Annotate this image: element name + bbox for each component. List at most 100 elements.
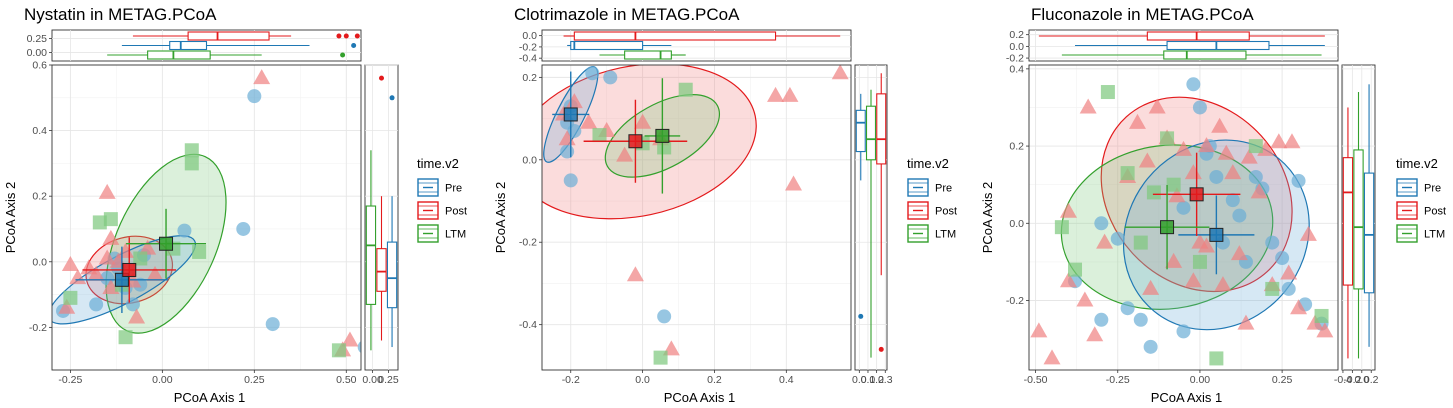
ltm-point bbox=[1209, 351, 1224, 366]
top-tick-label: -0.2 bbox=[519, 41, 537, 53]
x-tick-label: 0.50 bbox=[336, 374, 357, 386]
post-point bbox=[1250, 183, 1268, 199]
chart-title: Nystatin in METAG.PCoA bbox=[24, 5, 217, 24]
pre-top-box bbox=[169, 40, 208, 51]
post-point bbox=[1184, 164, 1202, 180]
post-point bbox=[785, 175, 803, 191]
plot-area bbox=[1029, 65, 1338, 370]
pre-centroid bbox=[1209, 227, 1224, 242]
plot-border bbox=[541, 64, 852, 371]
post-top-box bbox=[1146, 31, 1250, 41]
y-tick-label: -0.2 bbox=[29, 322, 47, 334]
nystatin-panel: Nystatin in METAG.PCoA -0.25 0.00 0.25 0.50… bbox=[3, 5, 467, 405]
y-tick-label: 0.2 bbox=[32, 191, 47, 203]
ltm-point bbox=[1068, 262, 1083, 277]
post-right-outlier bbox=[878, 346, 884, 352]
pre-point bbox=[1176, 200, 1191, 215]
pre-point bbox=[1192, 100, 1207, 115]
post-top-outlier bbox=[354, 33, 360, 39]
y-tick-label: 0.2 bbox=[522, 72, 537, 84]
post-point bbox=[831, 65, 849, 80]
legend-label-post: Post bbox=[1424, 206, 1446, 218]
pre-point bbox=[1094, 216, 1109, 231]
legend-label-pre: Pre bbox=[1424, 183, 1441, 195]
plot-border bbox=[1028, 64, 1339, 371]
post-point bbox=[1270, 133, 1288, 149]
pre-point bbox=[657, 309, 672, 324]
x-axis-title: PCoA Axis 1 bbox=[1151, 390, 1223, 405]
post-point bbox=[253, 69, 271, 85]
ltm-right-box bbox=[365, 205, 377, 305]
pre-top-box bbox=[570, 40, 644, 51]
post-point bbox=[1165, 252, 1183, 268]
pre-point bbox=[1275, 251, 1290, 266]
ltm-top-outlier bbox=[340, 52, 346, 58]
post-point bbox=[1184, 272, 1202, 288]
legend-label-ltm: LTM bbox=[1424, 229, 1445, 241]
y-axis-title: PCoA Axis 2 bbox=[980, 182, 995, 254]
post-right-outlier bbox=[379, 75, 384, 81]
pre-point bbox=[1120, 301, 1135, 316]
ltm-point bbox=[184, 143, 199, 158]
pre-point bbox=[560, 144, 575, 159]
post-point bbox=[341, 331, 359, 347]
ltm-point bbox=[1100, 85, 1115, 100]
chart-title: Clotrimazole in METAG.PCoA bbox=[514, 5, 740, 24]
fluconazole-panel: Fluconazole in METAG.PCoA -0.50 -0.25 0.00… bbox=[980, 5, 1446, 405]
pre-point bbox=[1291, 173, 1306, 188]
pre-right-box bbox=[1363, 172, 1375, 294]
pre-point bbox=[1265, 235, 1280, 250]
post-point bbox=[1214, 276, 1232, 292]
pre-point bbox=[357, 341, 361, 353]
ltm-point bbox=[184, 156, 199, 171]
post-point bbox=[1138, 152, 1156, 168]
post-top-outlier bbox=[336, 33, 342, 39]
ltm-point bbox=[63, 290, 78, 305]
pre-centroid bbox=[563, 107, 578, 122]
ltm-point bbox=[1146, 185, 1161, 200]
ltm-point bbox=[1248, 139, 1263, 154]
x-tick-label: 0.00 bbox=[152, 374, 173, 386]
top-tick-label: 0.25 bbox=[27, 33, 48, 45]
post-point bbox=[1059, 202, 1077, 218]
post-point bbox=[1175, 140, 1192, 156]
post-point bbox=[580, 113, 598, 129]
top-tick-label: 0.00 bbox=[27, 47, 48, 59]
plot-layer bbox=[1030, 77, 1334, 366]
post-point bbox=[1142, 279, 1160, 295]
x-tick-label: 0.2 bbox=[707, 374, 722, 386]
ltm-point bbox=[678, 82, 693, 97]
pre-point bbox=[1225, 193, 1240, 208]
legend-title: time.v2 bbox=[907, 156, 949, 171]
post-point bbox=[102, 229, 120, 245]
x-tick-label: 0.4 bbox=[779, 374, 794, 386]
pre-right-outlier bbox=[389, 95, 395, 101]
ltm-point bbox=[1133, 235, 1148, 250]
post-point bbox=[1086, 326, 1104, 342]
top-tick-label: -0.4 bbox=[519, 53, 537, 65]
pre-point bbox=[563, 173, 578, 188]
ltm-top-box bbox=[1163, 50, 1247, 60]
ltm-point bbox=[92, 215, 107, 230]
pre-point bbox=[1176, 324, 1191, 339]
y-axis-title: PCoA Axis 2 bbox=[3, 182, 18, 254]
ltm-right-box bbox=[1353, 149, 1364, 290]
ltm-point bbox=[1265, 281, 1280, 296]
post-centroid bbox=[1189, 187, 1204, 202]
ltm-point bbox=[1314, 308, 1329, 323]
post-point bbox=[1217, 144, 1235, 160]
right-tick-label: 0.2 bbox=[1364, 374, 1379, 386]
chart-title: Fluconazole in METAG.PCoA bbox=[1031, 5, 1254, 24]
post-point bbox=[1198, 237, 1216, 253]
post-point bbox=[139, 239, 157, 255]
x-axis-title: PCoA Axis 1 bbox=[664, 390, 736, 405]
post-point bbox=[1316, 322, 1334, 338]
legend-title: time.v2 bbox=[417, 156, 459, 171]
post-point bbox=[767, 86, 785, 102]
post-point bbox=[1224, 164, 1242, 180]
ltm-top-box bbox=[624, 50, 672, 60]
ltm-right-box bbox=[865, 105, 877, 161]
ltm-point bbox=[133, 251, 148, 266]
post-point bbox=[1198, 137, 1216, 153]
